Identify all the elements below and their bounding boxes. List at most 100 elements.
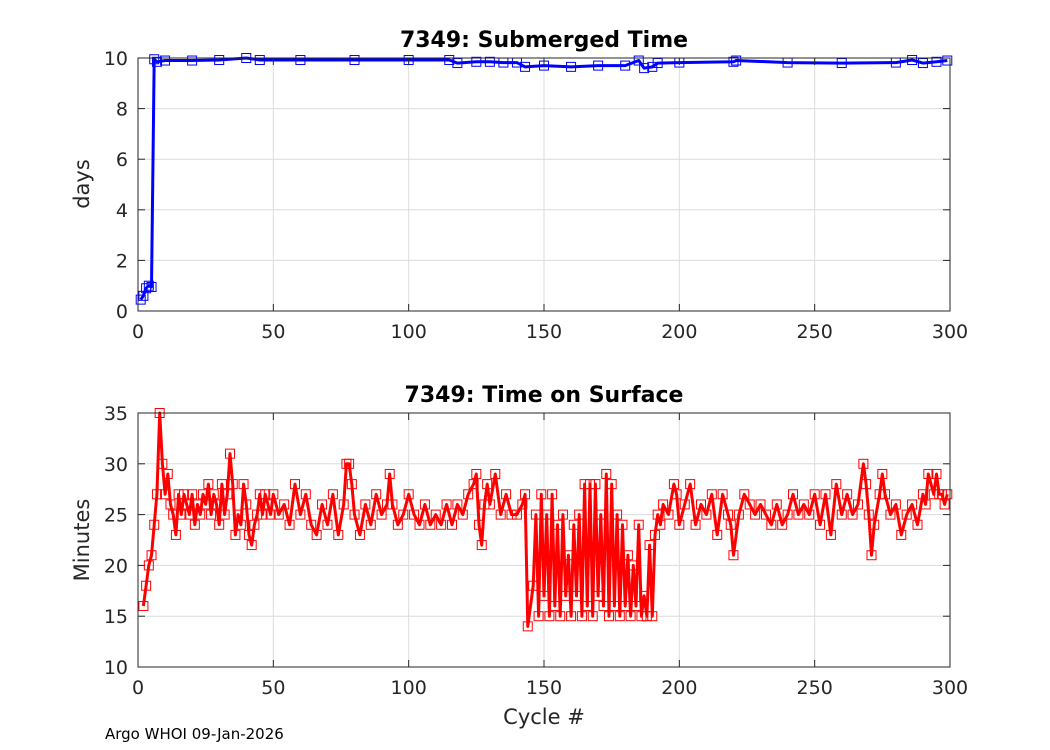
- data-point-marker: [750, 509, 761, 520]
- data-point-marker: [712, 529, 723, 540]
- data-point-marker: [788, 489, 799, 500]
- data-point-marker: [235, 519, 246, 530]
- data-point-marker: [593, 60, 604, 71]
- data-point-marker: [585, 479, 596, 490]
- data-point-marker: [392, 519, 403, 530]
- data-point-marker: [471, 56, 482, 67]
- data-point-marker: [831, 479, 842, 490]
- data-point-marker: [798, 499, 809, 510]
- data-point-marker: [593, 590, 604, 601]
- data-point-marker: [252, 509, 263, 520]
- data-point-marker: [187, 489, 198, 500]
- data-point-marker: [268, 489, 279, 500]
- data-point-marker: [690, 519, 701, 530]
- data-point-marker: [863, 509, 874, 520]
- data-point-marker: [668, 479, 679, 490]
- data-point-marker: [766, 519, 777, 530]
- data-point-marker: [327, 489, 338, 500]
- data-point-marker: [444, 55, 455, 66]
- data-point-marker: [376, 509, 387, 520]
- data-point-marker: [317, 499, 328, 510]
- data-point-marker: [506, 509, 517, 520]
- y-tick-label: 4: [116, 200, 128, 222]
- data-point-marker: [279, 499, 290, 510]
- data-point-marker: [917, 489, 928, 500]
- data-point-marker: [482, 479, 493, 490]
- data-point-marker: [576, 611, 587, 622]
- data-point-marker: [901, 509, 912, 520]
- y-tick-label: 30: [104, 454, 128, 476]
- data-point-marker: [928, 489, 939, 500]
- data-point-marker: [533, 611, 544, 622]
- data-point-marker: [436, 519, 447, 530]
- data-point-marker: [168, 509, 179, 520]
- data-point-marker: [739, 489, 750, 500]
- chart-title: 7349: Time on Surface: [405, 383, 684, 408]
- data-point-marker: [384, 468, 395, 479]
- data-point-marker: [333, 529, 344, 540]
- x-axis-label: Cycle #: [503, 705, 585, 729]
- data-point-marker: [349, 509, 360, 520]
- data-point-marker: [141, 580, 152, 591]
- data-point-marker: [931, 56, 942, 67]
- data-point-marker: [162, 468, 173, 479]
- time-on-surface-panel: 0 50 100 150 200 250 300 10 15 20 25 30 35 7349: Tim…: [70, 383, 968, 729]
- data-point-marker: [176, 509, 187, 520]
- data-point-marker: [869, 519, 880, 530]
- y-tick-label: 6: [116, 149, 128, 171]
- data-point-marker: [306, 519, 317, 530]
- data-point-marker: [620, 601, 631, 612]
- data-point-marker: [728, 550, 739, 561]
- data-point-marker: [652, 58, 663, 69]
- data-point-marker: [371, 489, 382, 500]
- data-point-marker: [896, 529, 907, 540]
- data-point-marker: [446, 519, 457, 530]
- data-point-marker: [639, 590, 650, 601]
- data-point-marker: [160, 55, 171, 66]
- data-point-marker: [289, 479, 300, 490]
- data-point-marker: [149, 519, 160, 530]
- data-point-marker: [243, 529, 254, 540]
- y-tick-label: 2: [116, 250, 128, 272]
- data-point-marker: [595, 509, 606, 520]
- data-point-marker: [601, 468, 612, 479]
- x-tick-label: 250: [797, 321, 833, 343]
- data-point-marker: [295, 509, 306, 520]
- data-point-marker: [777, 519, 788, 530]
- data-point-marker: [679, 499, 690, 510]
- data-point-marker: [227, 479, 238, 490]
- data-point-marker: [225, 448, 236, 459]
- y-axis-label: Minutes: [70, 499, 94, 582]
- data-point-marker: [295, 55, 306, 66]
- data-point-marker: [649, 529, 660, 540]
- data-point-marker: [322, 519, 333, 530]
- data-point-marker: [203, 479, 214, 490]
- data-point-marker: [495, 509, 506, 520]
- data-point-marker: [197, 489, 208, 500]
- data-point-marker: [520, 489, 531, 500]
- data-point-marker: [582, 601, 593, 612]
- data-point-marker: [254, 489, 265, 500]
- data-point-marker: [706, 489, 717, 500]
- data-point-marker: [842, 489, 853, 500]
- data-point-marker: [468, 479, 479, 490]
- data-point-marker: [311, 529, 322, 540]
- data-point-marker: [614, 611, 625, 622]
- data-point-marker: [441, 499, 452, 510]
- data-point-marker: [195, 509, 206, 520]
- data-point-marker: [300, 489, 311, 500]
- data-point-marker: [907, 55, 918, 66]
- data-point-marker: [463, 489, 474, 500]
- data-point-marker: [631, 601, 642, 612]
- y-tick-label: 35: [104, 403, 128, 425]
- data-point-marker: [547, 489, 558, 500]
- data-point-marker: [484, 499, 495, 510]
- data-point-marker: [143, 280, 154, 291]
- data-point-marker: [936, 489, 947, 500]
- data-point-marker: [701, 509, 712, 520]
- data-point-marker: [354, 529, 365, 540]
- data-point-marker: [138, 601, 149, 612]
- data-point-marker: [257, 509, 268, 520]
- data-point-marker: [160, 489, 171, 500]
- data-point-marker: [723, 509, 734, 520]
